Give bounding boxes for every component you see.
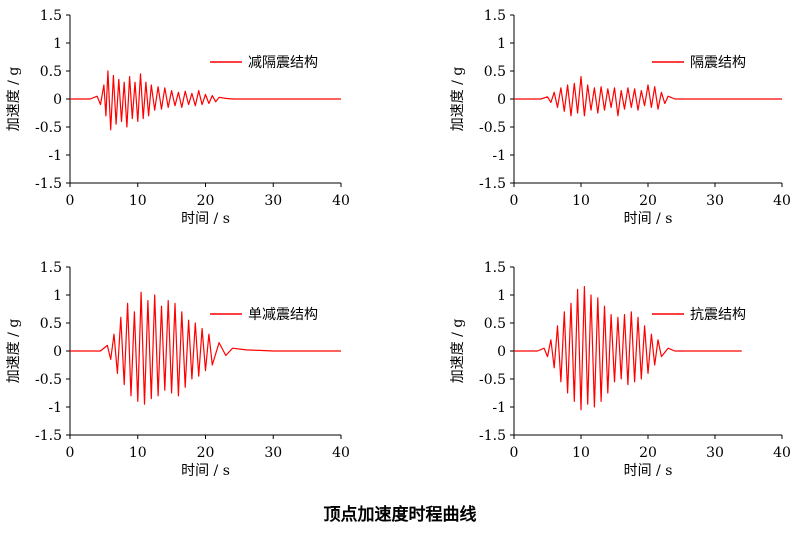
x-tick-label: 40 [332,445,350,461]
y-tick-label: -1.5 [35,428,62,444]
y-tick-label: 0.5 [40,64,62,80]
y-tick-label: 1 [497,288,506,304]
y-tick-label: 0.5 [40,316,62,332]
y-tick-label: 0.5 [484,316,506,332]
y-tick-label: -1 [48,400,62,416]
x-axis-label: 时间 / s [181,211,230,227]
x-axis-label: 时间 / s [624,211,673,227]
y-tick-label: 1 [53,36,62,52]
legend-label: 减隔震结构 [248,55,318,71]
y-tick-label: -1.5 [35,176,62,192]
y-tick-label: 0 [53,92,62,108]
series-line [514,286,742,411]
y-tick-label: 1 [53,288,62,304]
x-tick-label: 30 [706,445,724,461]
x-tick-label: 0 [510,445,519,461]
y-axis-label: 加速度 / g [450,319,466,384]
y-tick-label: 0.5 [484,64,506,80]
figure-caption: 顶点加速度时程曲线 [323,505,477,525]
x-tick-label: 40 [332,193,350,209]
y-tick-label: -1 [492,148,506,164]
series-line [70,291,341,405]
y-axis-label: 加速度 / g [450,67,466,132]
y-axis-label: 加速度 / g [6,67,22,132]
x-tick-label: 0 [66,445,75,461]
y-tick-label: 1.5 [484,260,506,276]
x-tick-label: 10 [572,193,590,209]
legend-label: 单减震结构 [248,307,318,323]
y-tick-label: 1 [497,36,506,52]
y-tick-label: -1 [492,400,506,416]
y-tick-label: -0.5 [479,120,506,136]
y-tick-label: 0 [53,344,62,360]
x-tick-label: 0 [66,193,75,209]
y-axis-label: 加速度 / g [6,319,22,384]
y-tick-label: -0.5 [35,120,62,136]
x-tick-label: 20 [639,445,657,461]
y-tick-label: -0.5 [35,372,62,388]
y-tick-label: 0 [497,344,506,360]
x-tick-label: 20 [639,193,657,209]
x-tick-label: 30 [706,193,724,209]
series-line [514,75,782,117]
x-tick-label: 20 [197,445,215,461]
y-tick-label: -1.5 [479,176,506,192]
x-tick-label: 30 [264,445,282,461]
x-tick-label: 40 [773,193,791,209]
y-tick-label: -1.5 [479,428,506,444]
x-tick-label: 40 [773,445,791,461]
y-tick-label: -1 [48,148,62,164]
y-tick-label: 1.5 [40,260,62,276]
y-tick-label: 0 [497,92,506,108]
y-tick-label: 1.5 [484,8,506,24]
legend-label: 隔震结构 [690,55,746,71]
y-tick-label: 1.5 [40,8,62,24]
legend-label: 抗震结构 [690,307,746,323]
x-tick-label: 20 [197,193,215,209]
y-tick-label: -0.5 [479,372,506,388]
series-line [70,70,341,131]
x-tick-label: 30 [264,193,282,209]
x-axis-label: 时间 / s [181,463,230,479]
x-tick-label: 10 [572,445,590,461]
x-axis-label: 时间 / s [624,463,673,479]
x-tick-label: 10 [129,445,147,461]
x-tick-label: 10 [129,193,147,209]
x-tick-label: 0 [510,193,519,209]
